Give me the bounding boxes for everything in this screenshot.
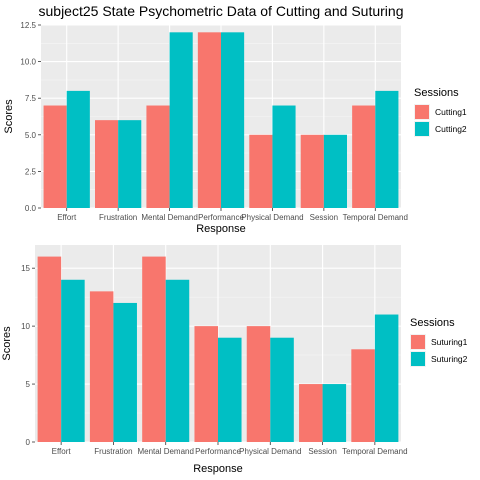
bar-cutting1-5 [249, 134, 273, 208]
legend: Sessions Cutting1 Cutting2 [414, 87, 467, 137]
x-tick-label: Performance [198, 213, 244, 222]
y-axis-title: Scores [3, 99, 15, 134]
bar-cutting1-7 [352, 105, 376, 208]
legend-label-suturing1: Suturing1 [431, 337, 468, 347]
x-tick-label: Session [308, 447, 336, 456]
y-tick-label: 0.0 [25, 204, 37, 213]
x-tick-label: Performance [195, 447, 241, 456]
x-axis-title: Response [193, 463, 243, 475]
legend-label-suturing2: Suturing2 [431, 354, 468, 364]
bar-suturing1-2 [89, 291, 114, 442]
legend-swatch-suturing2 [411, 352, 425, 366]
legend-swatch-cutting2 [415, 122, 429, 136]
legend-swatch-cutting1 [415, 105, 429, 119]
bar-suturing2-6 [322, 384, 347, 442]
y-axis-title: Scores [1, 326, 13, 361]
y-tick-label: 7.5 [25, 94, 37, 103]
legend-label-cutting1: Cutting1 [435, 107, 467, 117]
bar-suturing1-1 [37, 256, 62, 442]
x-tick-label: Frustration [94, 447, 132, 456]
bar-cutting1-4 [197, 32, 221, 208]
x-tick-label: Temporal Demand [343, 213, 408, 222]
x-tick-label: Temporal Demand [342, 447, 407, 456]
chart-2: 0 5 10 15 Effort Frustration Mental Demand Perf… [1, 245, 468, 475]
bar-suturing1-5 [246, 326, 271, 442]
y-tick-label: 15 [21, 264, 30, 273]
x-tick-label: Effort [57, 213, 77, 222]
legend-title: Sessions [414, 87, 459, 99]
bar-cutting2-5 [272, 105, 296, 208]
y-tick-label: 5.0 [25, 131, 37, 140]
x-tick-label: Mental Demand [141, 213, 197, 222]
y-tick-label: 10.0 [20, 58, 36, 67]
x-tick-label: Physical Demand [241, 213, 303, 222]
legend-swatch-suturing1 [411, 335, 425, 349]
bar-suturing1-3 [142, 256, 166, 442]
bar-suturing1-6 [299, 384, 323, 442]
bar-cutting1-3 [146, 105, 170, 208]
x-tick-label: Frustration [99, 213, 137, 222]
bar-suturing1-4 [194, 326, 218, 442]
y-tick-label: 10 [21, 322, 30, 331]
legend-title: Sessions [410, 317, 455, 329]
bar-cutting2-6 [323, 134, 347, 208]
bar-suturing1-7 [351, 349, 375, 442]
x-tick-label: Session [310, 213, 338, 222]
bar-suturing2-1 [61, 279, 85, 442]
bar-cutting1-1 [43, 105, 67, 208]
y-tick-label: 5 [26, 380, 31, 389]
bar-cutting2-4 [221, 32, 245, 208]
y-tick-label: 0 [26, 438, 31, 447]
bar-suturing2-2 [113, 302, 137, 442]
y-tick-label: 12.5 [20, 21, 36, 30]
x-tick-label: Physical Demand [239, 447, 301, 456]
bar-suturing2-3 [165, 279, 190, 442]
bar-cutting1-6 [300, 134, 324, 208]
x-axis-title: Response [196, 223, 246, 235]
bar-cutting1-2 [95, 120, 119, 208]
bar-suturing2-4 [218, 337, 242, 442]
legend: Sessions Suturing1 Suturing2 [410, 317, 468, 367]
chart-1: 0.0 2.5 5.0 7.5 10.0 12.5 Effort Frustration Men… [3, 3, 467, 235]
bar-cutting2-2 [118, 120, 142, 208]
bar-suturing2-5 [270, 337, 294, 442]
bar-cutting2-3 [169, 32, 193, 208]
bar-suturing2-7 [374, 314, 399, 442]
bar-cutting2-1 [66, 90, 90, 208]
chart-title: subject25 State Psychometric Data of Cut… [39, 3, 404, 19]
x-tick-label: Mental Demand [137, 447, 193, 456]
x-tick-label: Effort [52, 447, 72, 456]
bar-cutting2-7 [375, 90, 399, 208]
legend-label-cutting2: Cutting2 [435, 124, 467, 134]
y-tick-label: 2.5 [25, 167, 37, 176]
